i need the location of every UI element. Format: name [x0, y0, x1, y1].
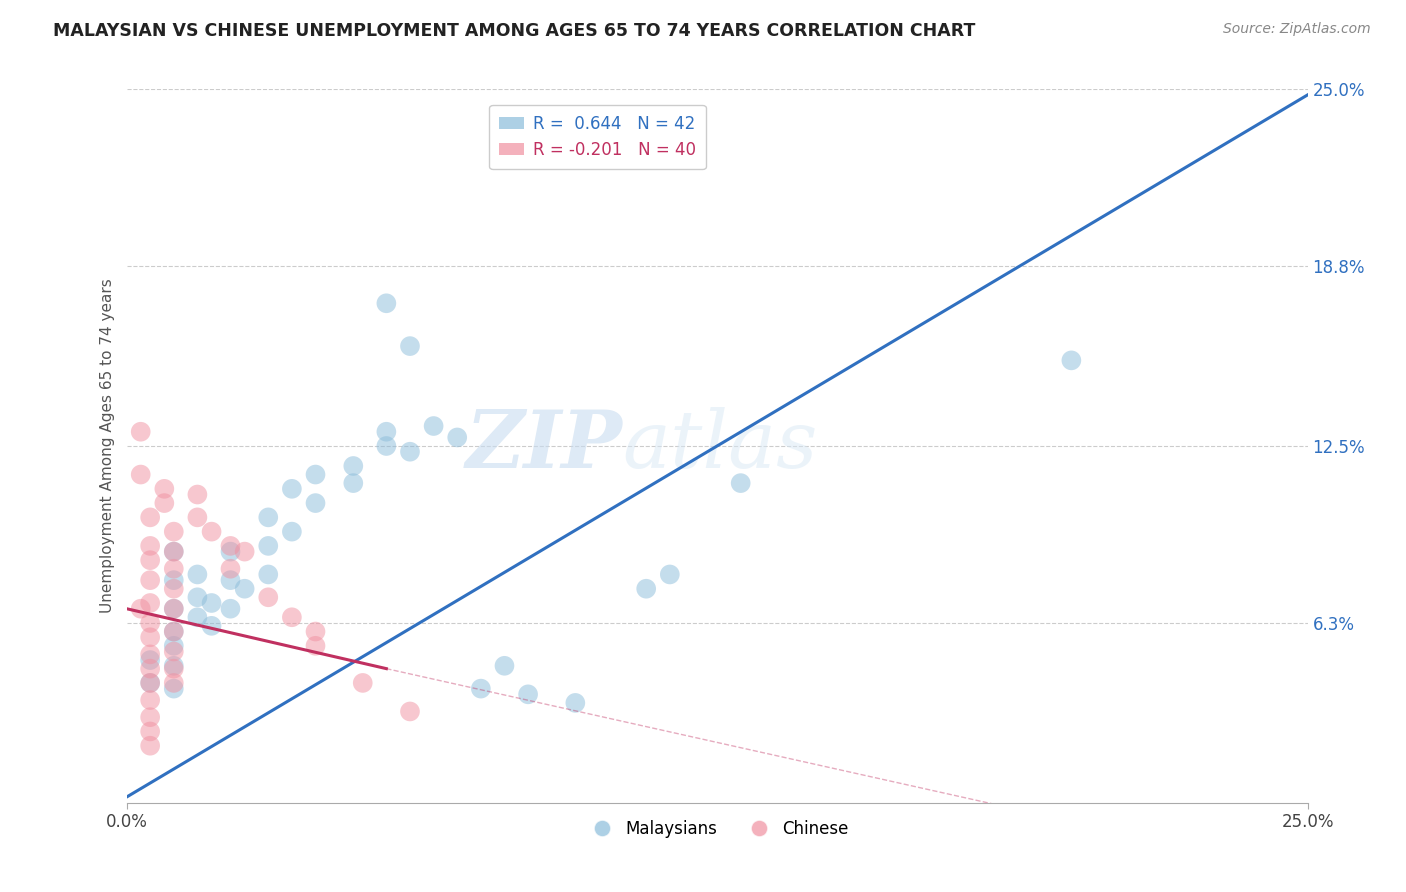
Point: [163, 562, 186, 576]
Point: [730, 476, 752, 491]
Point: [129, 425, 152, 439]
Point: [233, 582, 256, 596]
Point: [153, 482, 176, 496]
Point: [281, 610, 304, 624]
Point: [470, 681, 492, 696]
Point: [163, 644, 186, 658]
Point: [163, 624, 186, 639]
Point: [186, 610, 208, 624]
Point: [163, 524, 186, 539]
Point: [163, 681, 186, 696]
Point: [129, 467, 152, 482]
Point: [342, 476, 364, 491]
Point: [139, 693, 162, 707]
Point: [375, 296, 398, 310]
Point: [139, 630, 162, 644]
Point: [139, 510, 162, 524]
Point: [399, 705, 422, 719]
Text: atlas: atlas: [623, 408, 818, 484]
Point: [163, 544, 186, 558]
Point: [139, 676, 162, 690]
Point: [139, 653, 162, 667]
Text: MALAYSIAN VS CHINESE UNEMPLOYMENT AMONG AGES 65 TO 74 YEARS CORRELATION CHART: MALAYSIAN VS CHINESE UNEMPLOYMENT AMONG …: [53, 22, 976, 40]
Point: [186, 510, 208, 524]
Point: [517, 687, 540, 701]
Point: [1060, 353, 1083, 368]
Point: [139, 676, 162, 690]
Point: [163, 662, 186, 676]
Point: [219, 573, 242, 587]
Point: [494, 658, 516, 673]
Point: [139, 539, 162, 553]
Point: [304, 639, 326, 653]
Point: [139, 615, 162, 630]
Y-axis label: Unemployment Among Ages 65 to 74 years: Unemployment Among Ages 65 to 74 years: [100, 278, 115, 614]
Point: [163, 601, 186, 615]
Point: [219, 539, 242, 553]
Point: [186, 591, 208, 605]
Point: [219, 544, 242, 558]
Point: [257, 591, 280, 605]
Point: [186, 567, 208, 582]
Point: [304, 467, 326, 482]
Point: [129, 601, 152, 615]
Point: [139, 553, 162, 567]
Point: [139, 648, 162, 662]
Point: [139, 724, 162, 739]
Point: [399, 444, 422, 458]
Point: [200, 524, 222, 539]
Point: [352, 676, 374, 690]
Point: [163, 658, 186, 673]
Point: [139, 596, 162, 610]
Point: [200, 596, 222, 610]
Point: [163, 544, 186, 558]
Text: Source: ZipAtlas.com: Source: ZipAtlas.com: [1223, 22, 1371, 37]
Point: [163, 582, 186, 596]
Point: [257, 539, 280, 553]
Point: [257, 510, 280, 524]
Text: ZIP: ZIP: [465, 408, 623, 484]
Point: [233, 544, 256, 558]
Point: [422, 419, 444, 434]
Point: [281, 524, 304, 539]
Point: [219, 601, 242, 615]
Point: [564, 696, 586, 710]
Point: [304, 624, 326, 639]
Point: [375, 439, 398, 453]
Point: [399, 339, 422, 353]
Point: [219, 562, 242, 576]
Point: [375, 425, 398, 439]
Point: [257, 567, 280, 582]
Point: [304, 496, 326, 510]
Point: [200, 619, 222, 633]
Point: [139, 573, 162, 587]
Point: [139, 710, 162, 724]
Legend: Malaysians, Chinese: Malaysians, Chinese: [579, 814, 855, 845]
Point: [186, 487, 208, 501]
Point: [281, 482, 304, 496]
Point: [446, 430, 468, 444]
Point: [163, 639, 186, 653]
Point: [342, 458, 364, 473]
Point: [636, 582, 658, 596]
Point: [153, 496, 176, 510]
Point: [658, 567, 681, 582]
Point: [163, 624, 186, 639]
Point: [139, 662, 162, 676]
Point: [163, 573, 186, 587]
Point: [163, 601, 186, 615]
Point: [163, 676, 186, 690]
Point: [139, 739, 162, 753]
